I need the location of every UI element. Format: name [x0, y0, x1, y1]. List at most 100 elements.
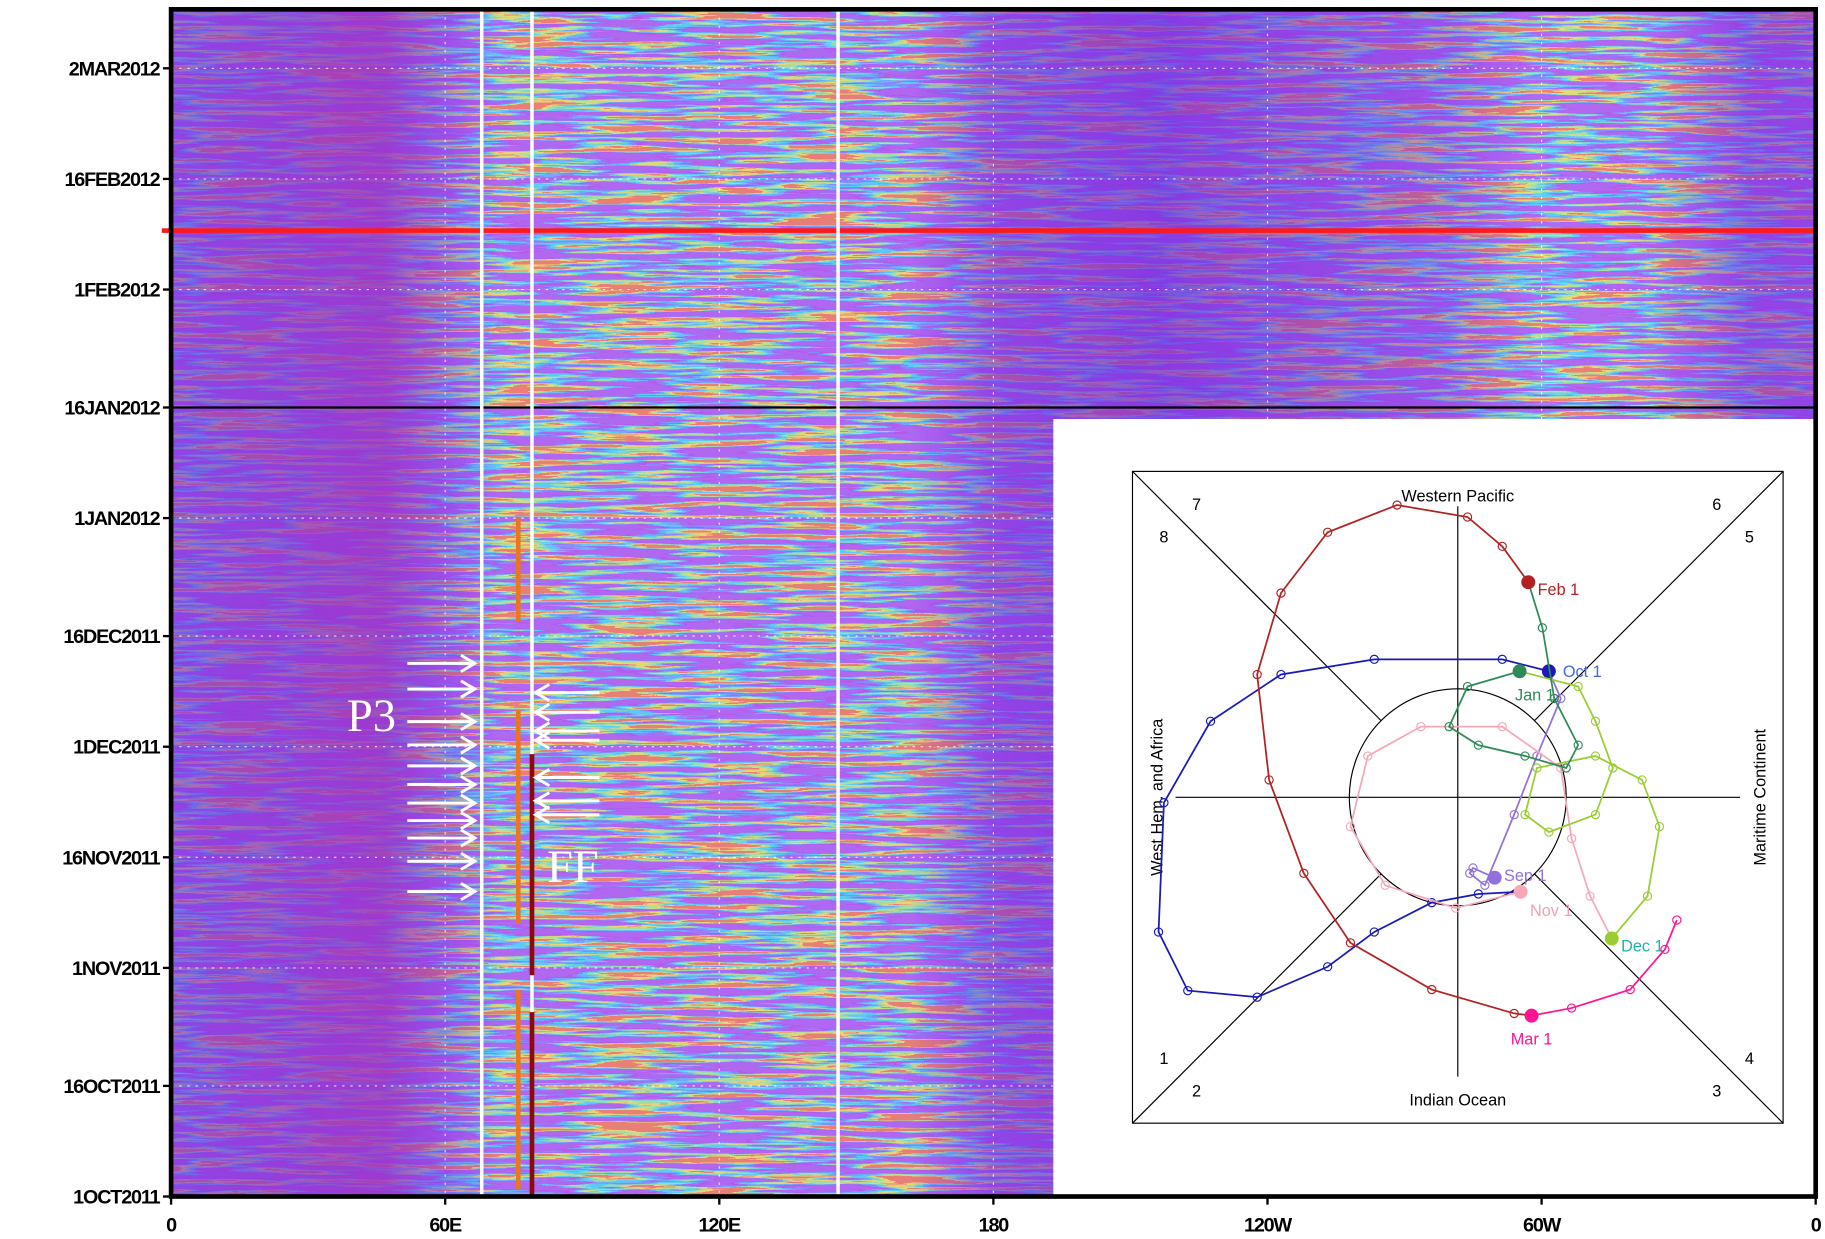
day-point: [1159, 798, 1169, 808]
day-point: [1590, 751, 1601, 761]
month-label: Oct 1: [1563, 663, 1602, 681]
day-point: [1520, 751, 1530, 761]
arrow-head: [532, 683, 551, 702]
unit-circle: [1348, 688, 1567, 907]
day-point: [1444, 722, 1454, 732]
day-point: [1625, 984, 1635, 995]
x-tick-label: 60E: [429, 1214, 462, 1236]
day-point: [1427, 898, 1437, 908]
y-tick-label: 16NOV2011: [62, 847, 160, 869]
region-label: Western Pacific: [1401, 488, 1514, 506]
x-tick-label: 120E: [699, 1214, 741, 1236]
arrow-head: [460, 756, 478, 776]
arrow-head: [532, 730, 551, 750]
trajectory: [1157, 658, 1550, 999]
day-point: [1323, 527, 1333, 537]
trajectory: [1349, 725, 1613, 939]
day-point: [1369, 654, 1379, 664]
day-point: [1590, 716, 1601, 726]
month-marker: [1512, 664, 1527, 679]
day-point: [1660, 944, 1670, 955]
trajectory: [1468, 670, 1562, 887]
plot-frame: [168, 6, 1819, 1199]
y-tick-label: 16DEC2011: [63, 626, 160, 648]
day-point: [1252, 669, 1262, 680]
phase-number: 1: [1159, 1050, 1168, 1068]
y-tick-label: 1DEC2011: [73, 737, 160, 759]
inset-background: [1053, 419, 1816, 1197]
day-point: [1654, 821, 1665, 832]
trajectory: [1447, 581, 1580, 769]
day-point: [1544, 827, 1554, 837]
phase-number: 6: [1712, 496, 1721, 514]
day-point: [1520, 810, 1530, 820]
arrow-head: [460, 735, 478, 755]
day-point: [1427, 984, 1437, 995]
day-point: [1465, 868, 1475, 878]
month-label: Nov 1: [1530, 902, 1573, 920]
day-point: [1276, 588, 1286, 598]
arrow-head: [532, 805, 551, 825]
month-label: Mar 1: [1511, 1031, 1553, 1049]
day-point: [1573, 681, 1583, 692]
y-tick-label: 1JAN2012: [74, 508, 160, 530]
day-point: [1205, 716, 1216, 726]
day-point: [1462, 512, 1473, 522]
arrow-head: [532, 768, 551, 787]
day-point: [1566, 1003, 1577, 1013]
month-marker: [1513, 884, 1528, 899]
day-point: [1561, 763, 1571, 773]
y-tick-label: 16OCT2011: [63, 1076, 160, 1098]
phase-guide: [1534, 470, 1784, 722]
day-point: [1566, 833, 1577, 844]
day-point: [1637, 775, 1647, 785]
arrow-head: [460, 712, 478, 732]
day-point: [1672, 915, 1682, 925]
month-label: Jan 1: [1515, 686, 1555, 704]
day-point: [1473, 889, 1484, 899]
day-point: [1468, 863, 1478, 873]
arrow-head: [460, 828, 478, 848]
month-marker: [1487, 870, 1502, 885]
annotation: FF: [547, 842, 599, 893]
arrow-head: [532, 702, 551, 722]
plot-layer: 0 60E 120E 180 120W 60W 0 1OCT2011 16OCT2011 1NOV…: [62, 6, 1823, 1236]
region-label: West Hem. and Africa: [1149, 718, 1167, 876]
x-tick-label: 180: [979, 1214, 1010, 1236]
arrow-head: [532, 791, 551, 811]
y-tick-label: 16JAN2012: [64, 397, 160, 419]
day-point: [1299, 868, 1309, 878]
day-point: [1642, 891, 1653, 901]
day-point: [1497, 654, 1507, 664]
month-marker: [1604, 931, 1619, 946]
day-point: [1590, 810, 1601, 820]
day-point: [1323, 962, 1333, 972]
day-point: [1480, 880, 1490, 890]
y-tick-label: 1OCT2011: [73, 1186, 160, 1208]
day-point: [1608, 763, 1618, 773]
phase-number: 7: [1192, 496, 1201, 514]
month-label: Dec 1: [1621, 937, 1664, 955]
month-label: Sep 1: [1504, 867, 1547, 885]
phase-number: 2: [1192, 1082, 1201, 1100]
day-point: [1473, 740, 1484, 750]
trajectory: [1531, 919, 1678, 1017]
day-point: [1585, 891, 1595, 901]
trajectory: [1256, 504, 1532, 1017]
month-marker: [1524, 1008, 1539, 1023]
day-point: [1509, 810, 1519, 820]
day-point: [1276, 669, 1286, 680]
day-point: [1264, 775, 1274, 785]
day-point: [1509, 1008, 1519, 1019]
arrow-head: [460, 851, 478, 871]
day-point: [1363, 751, 1373, 761]
y-tick-label: 16FEB2012: [64, 169, 160, 191]
month-label: Feb 1: [1538, 581, 1580, 599]
x-tick-label: 0: [1811, 1214, 1822, 1236]
arrow-head: [460, 679, 478, 699]
day-point: [1345, 821, 1356, 832]
day-point: [1537, 623, 1548, 633]
phase-number: 5: [1745, 528, 1754, 546]
day-point: [1497, 541, 1507, 552]
